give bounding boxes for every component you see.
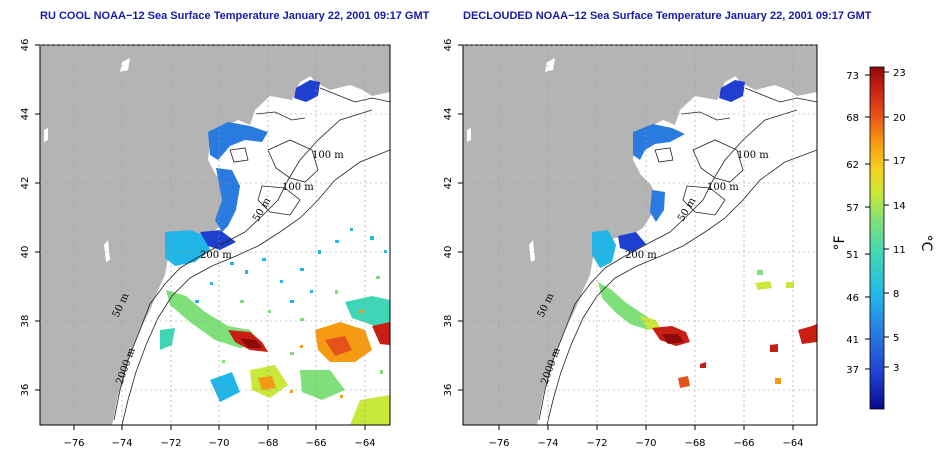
- left-panel-title: RU COOL NOAA−12 Sea Surface Temperature …: [40, 10, 430, 22]
- colorbar-f-tick-46: 46: [846, 293, 859, 304]
- colorbar-c-tick-8: 8: [893, 289, 899, 300]
- right-contour-label-100m-b: 100 m: [707, 182, 739, 193]
- left-contour-label-100m-a: 100 m: [312, 150, 344, 161]
- right-lon-tick-70: −70: [635, 438, 656, 449]
- colorbar-f-tick-51: 51: [846, 250, 859, 261]
- right-lat-tick-38: 38: [443, 315, 454, 328]
- left-contour-label-200m: 200 m: [200, 250, 232, 261]
- colorbar-f-tick-37: 37: [846, 365, 859, 376]
- left-lon-tick-64: −64: [354, 438, 375, 449]
- right-lon-tick-74: −74: [537, 438, 558, 449]
- right-panel-title: DECLOUDED NOAA−12 Sea Surface Temperatur…: [463, 10, 872, 22]
- colorbar-f-tick-41: 41: [846, 335, 859, 346]
- left-lat-tick-42: 42: [20, 177, 31, 190]
- left-lon-tick-70: −70: [208, 438, 229, 449]
- right-lon-tick-64: −64: [782, 438, 803, 449]
- right-lat-tick-36: 36: [443, 384, 454, 397]
- left-lat-tick-38: 38: [20, 315, 31, 328]
- colorbar-c-tick-23: 23: [893, 68, 906, 79]
- left-map-panel: 100 m 100 m 50 m 200 m 50 m 2000 m −76 −…: [20, 39, 391, 449]
- right-contour-label-100m-a: 100 m: [737, 150, 769, 161]
- right-land: [463, 45, 765, 425]
- left-contour-label-100m-b: 100 m: [282, 182, 314, 193]
- colorbar-f-tick-73: 73: [846, 71, 859, 82]
- colorbar-f-tick-68: 68: [846, 113, 859, 124]
- temperature-colorbar: 73 68 62 57 51 46 41 37 23 20 17 14 11 8…: [832, 66, 934, 410]
- left-lon-tick-66: −66: [305, 438, 326, 449]
- right-gridlines: [463, 44, 817, 425]
- colorbar-celsius-label: °C: [918, 235, 934, 252]
- left-lat-tick-40: 40: [20, 246, 31, 259]
- left-lon-tick-72: −72: [160, 438, 181, 449]
- right-lon-tick-68: −68: [684, 438, 705, 449]
- right-lon-tick-66: −66: [733, 438, 754, 449]
- left-lon-tick-68: −68: [257, 438, 278, 449]
- left-lat-tick-46: 46: [20, 39, 31, 52]
- right-map-panel: 100 m 100 m 50 m 200 m 50 m 2000 m −76 −…: [443, 39, 818, 449]
- right-lat-tick-42: 42: [443, 177, 454, 190]
- right-contour-label-200m: 200 m: [625, 250, 657, 261]
- right-lat-tick-44: 44: [443, 108, 454, 121]
- colorbar-f-tick-62: 62: [846, 160, 859, 171]
- colorbar-c-tick-11: 11: [893, 245, 906, 256]
- left-lon-tick-74: −74: [111, 438, 132, 449]
- left-lat-tick-36: 36: [20, 384, 31, 397]
- colorbar-c-tick-3: 3: [893, 363, 899, 374]
- colorbar-c-tick-14: 14: [893, 201, 906, 212]
- colorbar-c-tick-17: 17: [893, 156, 906, 167]
- right-lat-tick-40: 40: [443, 246, 454, 259]
- colorbar-c-tick-5: 5: [893, 333, 899, 344]
- colorbar-gradient: [869, 66, 885, 410]
- colorbar-f-tick-57: 57: [846, 203, 859, 214]
- left-lon-tick-76: −76: [63, 438, 84, 449]
- right-lat-tick-46: 46: [443, 39, 454, 52]
- right-lon-tick-72: −72: [586, 438, 607, 449]
- left-lat-tick-44: 44: [20, 108, 31, 121]
- left-gridlines: [40, 44, 390, 425]
- colorbar-c-tick-20: 20: [893, 113, 906, 124]
- right-lon-tick-76: −76: [488, 438, 509, 449]
- colorbar-fahrenheit-label: °F: [832, 235, 848, 250]
